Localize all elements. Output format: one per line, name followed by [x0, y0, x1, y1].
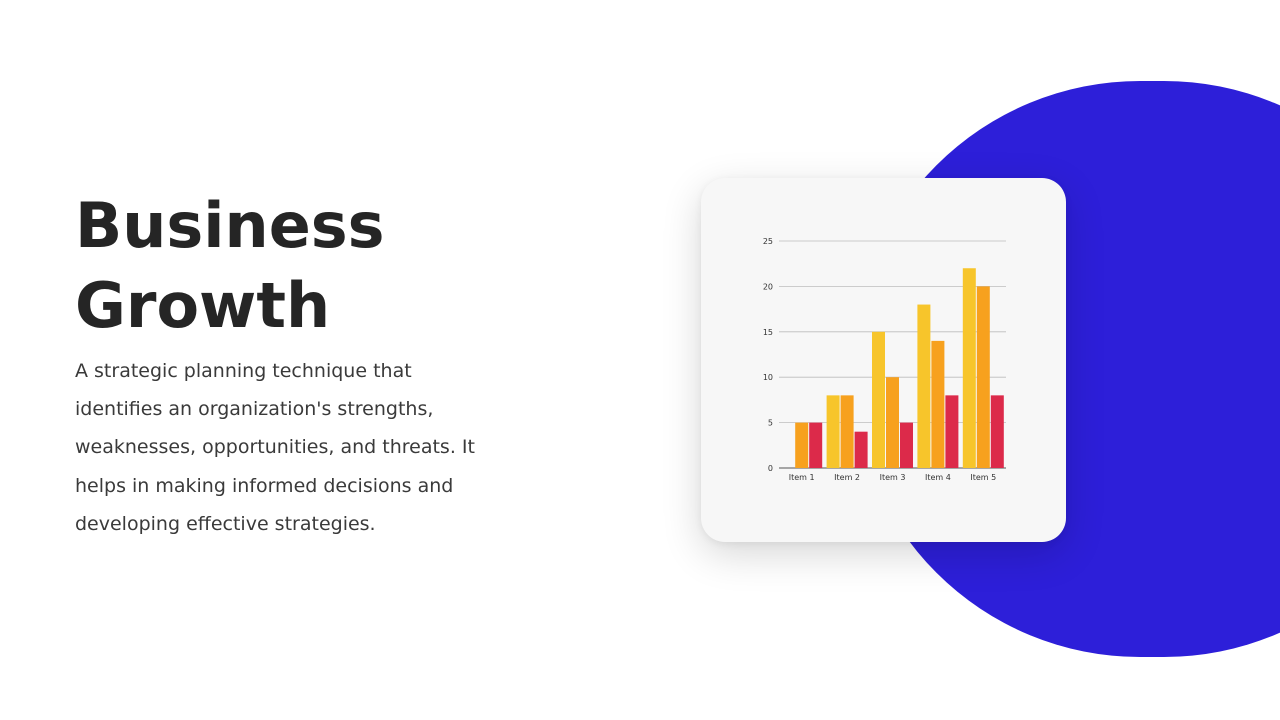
y-tick-label: 5	[768, 419, 773, 428]
bar-chart: 0 5 10 15 20 25 Item 1 Item 2 Item 3 Item 4 Item 5	[763, 237, 1006, 482]
title-line-1: Business	[75, 189, 385, 262]
y-tick-label: 25	[763, 237, 773, 246]
chart-card: 0 5 10 15 20 25 Item 1 Item 2 Item 3 Item 4 Item 5	[701, 178, 1066, 542]
bar-series-1-item-4	[917, 304, 931, 468]
bar-series-2-item-5	[976, 286, 990, 468]
slide-description: A strategic planning technique that iden…	[75, 352, 545, 543]
y-tick-label: 20	[763, 282, 773, 291]
x-tick-label: Item 3	[880, 473, 906, 482]
description-line-3: weaknesses, opportunities, and threats. …	[75, 436, 475, 459]
bar-series-1-item-5	[962, 268, 976, 468]
x-tick-label: Item 2	[834, 473, 860, 482]
x-tick-label: Item 4	[925, 473, 951, 482]
description-line-2: identifies an organization's strengths,	[75, 398, 434, 421]
description-line-4: helps in making informed decisions and	[75, 474, 454, 497]
bar-series-1-item-3	[872, 331, 885, 468]
slide-title: Business Growth	[75, 186, 595, 346]
bar-series-1-item-2	[826, 395, 840, 468]
bar-series-2-item-1	[795, 422, 809, 468]
bar-series-3-item-4	[945, 395, 959, 468]
bar-series-3-item-3	[900, 422, 913, 468]
y-tick-label: 10	[763, 373, 773, 382]
x-tick-label: Item 1	[789, 473, 815, 482]
bar-series-3-item-1	[809, 422, 823, 468]
bar-series-3-item-2	[854, 431, 868, 468]
bar-series-3-item-5	[990, 395, 1004, 468]
x-tick-label: Item 5	[970, 473, 996, 482]
bar-series-2-item-3	[886, 377, 899, 468]
description-line-5: developing effective strategies.	[75, 512, 376, 535]
y-tick-label: 15	[763, 328, 773, 337]
y-tick-label: 0	[768, 464, 773, 473]
description-line-1: A strategic planning technique that	[75, 360, 412, 382]
title-line-2: Growth	[75, 269, 331, 342]
bar-series-2-item-2	[840, 395, 854, 468]
bar-series-2-item-4	[931, 340, 945, 468]
